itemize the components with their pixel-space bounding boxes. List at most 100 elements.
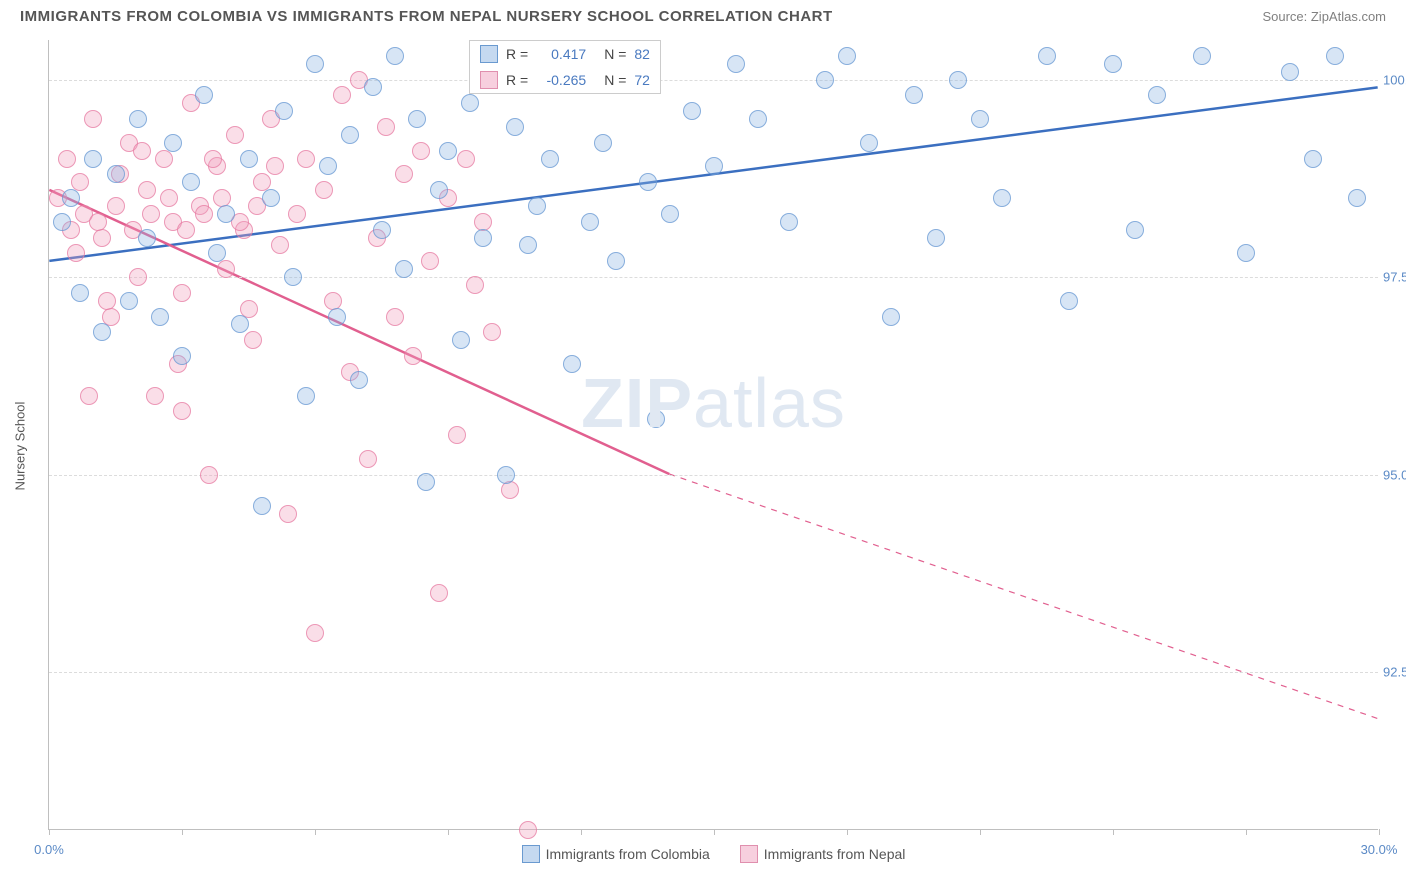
data-point — [262, 189, 280, 207]
watermark: ZIPatlas — [581, 363, 846, 443]
data-point — [563, 355, 581, 373]
data-point — [62, 189, 80, 207]
data-point — [89, 213, 107, 231]
data-point — [98, 292, 116, 310]
data-point — [80, 387, 98, 405]
data-point — [151, 308, 169, 326]
data-point — [377, 118, 395, 136]
data-point — [466, 276, 484, 294]
data-point — [483, 323, 501, 341]
data-point — [506, 118, 524, 136]
data-point — [107, 165, 125, 183]
legend-row-a: R = 0.417 N = 82 — [470, 41, 660, 67]
data-point — [275, 102, 293, 120]
data-point — [177, 221, 195, 239]
data-point — [1104, 55, 1122, 73]
data-point — [231, 315, 249, 333]
data-point — [240, 150, 258, 168]
data-point — [226, 126, 244, 144]
data-point — [67, 244, 85, 262]
data-point — [84, 110, 102, 128]
data-point — [182, 173, 200, 191]
data-point — [155, 150, 173, 168]
chart-area: ZIPatlas R = 0.417 N = 82 R = -0.265 N =… — [48, 40, 1378, 830]
data-point — [457, 150, 475, 168]
data-point — [1060, 292, 1078, 310]
data-point — [297, 387, 315, 405]
data-point — [905, 86, 923, 104]
legend-swatch-b-icon — [740, 845, 758, 863]
r-label: R = — [506, 72, 528, 88]
data-point — [271, 236, 289, 254]
data-point — [1237, 244, 1255, 262]
data-point — [350, 371, 368, 389]
data-point — [949, 71, 967, 89]
data-point — [430, 181, 448, 199]
r-value-a: 0.417 — [536, 46, 586, 62]
x-tick — [1246, 829, 1247, 835]
data-point — [971, 110, 989, 128]
data-point — [430, 584, 448, 602]
data-point — [412, 142, 430, 160]
data-point — [284, 268, 302, 286]
n-label: N = — [604, 46, 626, 62]
series-b-label: Immigrants from Nepal — [764, 846, 906, 862]
data-point — [404, 347, 422, 365]
data-point — [1148, 86, 1166, 104]
data-point — [93, 323, 111, 341]
data-point — [84, 150, 102, 168]
data-point — [683, 102, 701, 120]
data-point — [129, 110, 147, 128]
data-point — [364, 78, 382, 96]
n-value-b: 72 — [634, 72, 650, 88]
data-point — [1126, 221, 1144, 239]
data-point — [160, 189, 178, 207]
legend-swatch-a-icon — [522, 845, 540, 863]
data-point — [727, 55, 745, 73]
data-point — [359, 450, 377, 468]
x-tick — [847, 829, 848, 835]
data-point — [860, 134, 878, 152]
data-point — [53, 213, 71, 231]
x-tick — [581, 829, 582, 835]
data-point — [138, 181, 156, 199]
y-tick-label: 95.0% — [1383, 467, 1406, 482]
n-value-a: 82 — [634, 46, 650, 62]
n-label: N = — [604, 72, 626, 88]
data-point — [639, 173, 657, 191]
data-point — [266, 157, 284, 175]
data-point — [421, 252, 439, 270]
data-point — [1193, 47, 1211, 65]
data-point — [58, 150, 76, 168]
data-point — [333, 86, 351, 104]
bottom-legend: Immigrants from Colombia Immigrants from… — [49, 845, 1378, 863]
bottom-legend-b: Immigrants from Nepal — [740, 845, 906, 863]
data-point — [461, 94, 479, 112]
data-point — [195, 86, 213, 104]
x-tick — [49, 829, 50, 835]
data-point — [133, 142, 151, 160]
r-label: R = — [506, 46, 528, 62]
x-tick-label: 0.0% — [34, 842, 64, 857]
data-point — [497, 466, 515, 484]
data-point — [386, 47, 404, 65]
data-point — [315, 181, 333, 199]
gridline — [49, 80, 1378, 81]
data-point — [71, 284, 89, 302]
data-point — [501, 481, 519, 499]
data-point — [328, 308, 346, 326]
data-point — [319, 157, 337, 175]
x-tick — [1113, 829, 1114, 835]
source-label: Source: ZipAtlas.com — [1262, 9, 1386, 24]
x-tick — [714, 829, 715, 835]
data-point — [386, 308, 404, 326]
data-point — [993, 189, 1011, 207]
data-point — [474, 229, 492, 247]
data-point — [528, 197, 546, 215]
data-point — [647, 410, 665, 428]
gridline — [49, 672, 1378, 673]
data-point — [164, 134, 182, 152]
data-point — [306, 55, 324, 73]
data-point — [395, 260, 413, 278]
data-point — [208, 244, 226, 262]
